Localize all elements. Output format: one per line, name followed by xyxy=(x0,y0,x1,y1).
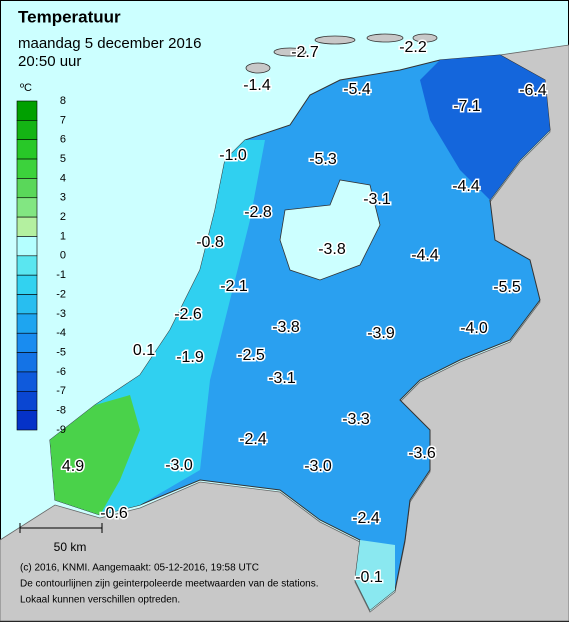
station-value: -3.1 xyxy=(363,191,391,208)
station-value: -6.4 xyxy=(519,82,547,99)
cold-region xyxy=(420,55,550,200)
station-value: -0.1 xyxy=(355,569,383,586)
station-value: -2.4 xyxy=(239,431,267,448)
station-value: -2.1 xyxy=(220,278,248,295)
station-value: -4.4 xyxy=(452,178,480,195)
legend-swatch xyxy=(16,120,38,141)
legend-swatch xyxy=(16,216,38,237)
station-value: -0.8 xyxy=(196,234,224,251)
lake xyxy=(279,179,381,281)
station-value: -3.0 xyxy=(165,457,193,474)
station-value: -2.2 xyxy=(399,39,427,56)
footer-line: (c) 2016, KNMI. Aangemaakt: 05-12-2016, … xyxy=(20,563,259,574)
legend-label: -9 xyxy=(56,424,66,436)
legend-swatch xyxy=(16,158,38,179)
legend-label: -5 xyxy=(56,346,66,358)
legend-label: -7 xyxy=(56,385,66,397)
station-value: -0.6 xyxy=(100,505,128,522)
legend-swatch xyxy=(16,178,38,199)
station-value: -3.9 xyxy=(367,325,395,342)
legend-unit: ºC xyxy=(20,82,32,94)
time: 20:50 uur xyxy=(18,53,81,70)
station-value: -1.9 xyxy=(176,349,204,366)
station-value: -5.3 xyxy=(309,151,337,168)
station-value: -5.5 xyxy=(493,279,521,296)
island xyxy=(314,35,356,45)
station-value: -4.0 xyxy=(460,320,488,337)
legend-label: 5 xyxy=(60,153,66,165)
legend-label: -8 xyxy=(56,405,66,417)
island xyxy=(273,47,307,57)
legend-swatch xyxy=(16,313,38,334)
station-value: 4.9 xyxy=(62,458,84,475)
legend-swatch xyxy=(16,236,38,257)
station-value: -1.0 xyxy=(219,147,247,164)
legend-swatch xyxy=(16,197,38,218)
station-value: -2.6 xyxy=(174,306,202,323)
footer-line: Lokaal kunnen verschillen optreden. xyxy=(20,595,180,606)
legend-swatch xyxy=(16,371,38,392)
island xyxy=(366,33,404,43)
legend-label: 6 xyxy=(60,134,66,146)
date: maandag 5 december 2016 xyxy=(18,35,201,52)
station-value: -7.1 xyxy=(453,98,481,115)
station-value: -3.3 xyxy=(342,411,370,428)
station-value: -3.6 xyxy=(408,445,436,462)
station-value: -5.4 xyxy=(343,81,371,98)
station-value: -3.8 xyxy=(318,241,346,258)
legend-label: -3 xyxy=(56,308,66,320)
island xyxy=(245,62,271,74)
legend-label: 8 xyxy=(60,95,66,107)
legend-swatch xyxy=(16,332,38,353)
station-value: -4.4 xyxy=(411,247,439,264)
station-value: -1.4 xyxy=(243,77,271,94)
south-region xyxy=(355,540,395,610)
scale-label: 50 km xyxy=(54,540,87,554)
station-value: -3.8 xyxy=(272,319,300,336)
legend-swatch xyxy=(16,274,38,295)
station-value: -2.4 xyxy=(352,510,380,527)
legend-label: 2 xyxy=(60,211,66,223)
legend-swatch xyxy=(16,390,38,411)
legend-label: 3 xyxy=(60,192,66,204)
station-value: -2.7 xyxy=(291,44,319,61)
legend-label: 1 xyxy=(60,230,66,242)
legend-label: 7 xyxy=(60,114,66,126)
warm-region xyxy=(50,395,140,515)
legend-swatch xyxy=(16,294,38,315)
legend-swatch xyxy=(16,255,38,276)
legend-label: -4 xyxy=(56,327,66,339)
station-value: -3.0 xyxy=(304,458,332,475)
legend-label: -1 xyxy=(56,269,66,281)
legend-label: -6 xyxy=(56,366,66,378)
legend-swatch xyxy=(16,139,38,160)
footer-line: De contourlijnen zijn geinterpoleerde me… xyxy=(20,579,319,590)
legend-swatch xyxy=(16,410,38,431)
legend-swatch xyxy=(16,100,38,121)
legend-label: 4 xyxy=(60,172,66,184)
station-value: 0.1 xyxy=(133,342,155,359)
title: Temperatuur xyxy=(18,7,121,26)
station-value: -2.8 xyxy=(244,204,272,221)
station-value: -2.5 xyxy=(237,347,265,364)
legend-label: 0 xyxy=(60,250,66,262)
legend-label: -2 xyxy=(56,288,66,300)
island xyxy=(412,33,438,43)
station-value: -3.1 xyxy=(268,370,296,387)
legend-swatch xyxy=(16,352,38,373)
